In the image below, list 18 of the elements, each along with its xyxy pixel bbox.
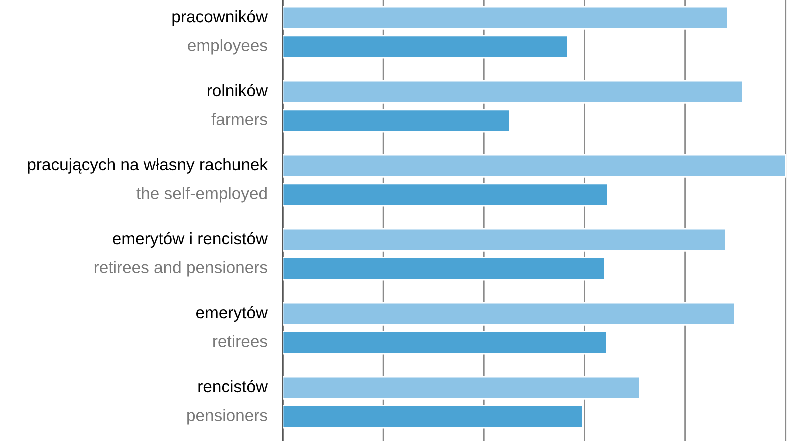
bar: [283, 35, 569, 59]
bar: [283, 228, 727, 252]
bar: [283, 183, 609, 207]
bar: [283, 80, 744, 104]
bar: [283, 302, 736, 326]
bar: [283, 331, 608, 355]
y-tick-label: rencistów pensioners: [188, 380, 268, 425]
y-tick-label: emerytów i rencistów retirees and pensioners: [94, 232, 268, 277]
bar: [283, 154, 787, 178]
y-tick-label: rolników farmers: [208, 84, 268, 126]
bar: [283, 405, 584, 429]
y-tick-label: emerytów retirees: [196, 306, 268, 348]
bar: [283, 257, 606, 281]
bar: [283, 6, 729, 30]
bar: [283, 376, 641, 400]
y-tick-label: pracujących na własny rachunek the self-employed: [28, 158, 268, 203]
y-tick-label: pracowników employees: [172, 10, 268, 55]
bar: [283, 109, 510, 133]
